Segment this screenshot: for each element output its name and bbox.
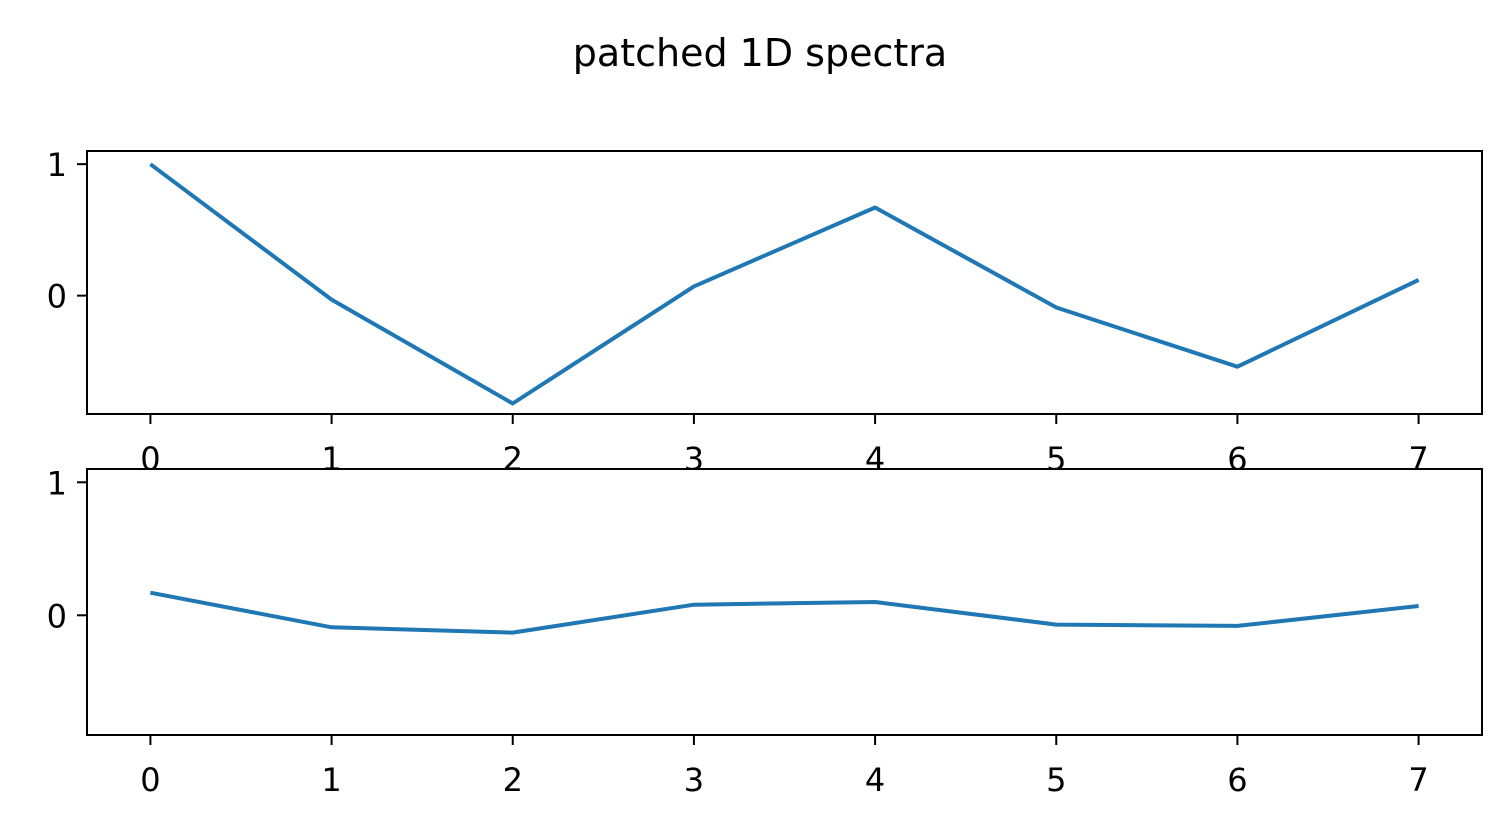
subplot-2-x-tick-label-6: 6 xyxy=(1227,761,1247,799)
subplot-1: 0 1 2 3 4 5 6 701 xyxy=(47,146,1483,478)
subplot-2-x-tick-label-7: 7 xyxy=(1408,761,1428,799)
subplot-2: 0 1 2 3 4 5 6 7 0 1 xyxy=(47,464,1483,799)
figure-title: patched 1D spectra xyxy=(573,31,947,75)
subplot-2-axes-frame xyxy=(86,468,1483,736)
subplot-2-x-tick-label-1: 1 xyxy=(321,761,341,799)
subplot-2-y-tick-label-1: 1 xyxy=(47,464,67,502)
subplot-2-x-tick-label-5: 5 xyxy=(1046,761,1066,799)
subplot-2-y-tick-label-0: 0 xyxy=(47,597,67,635)
subplot-1-y-tick-label-0: 0 xyxy=(47,278,67,316)
subplot-2-x-tick-label-0: 0 xyxy=(140,761,160,799)
subplot-2-series-line-1 xyxy=(150,590,1419,635)
subplot-2-x-tick-label-3: 3 xyxy=(684,761,704,799)
subplot-2-x-tick-label-4: 4 xyxy=(865,761,885,799)
subplot-1-y-tick-label-1: 1 xyxy=(47,146,67,184)
subplot-1-series-line-1 xyxy=(149,162,1420,406)
subplot-2-x-tick-label-2: 2 xyxy=(503,761,523,799)
subplot-1-axes-frame xyxy=(86,150,1483,415)
